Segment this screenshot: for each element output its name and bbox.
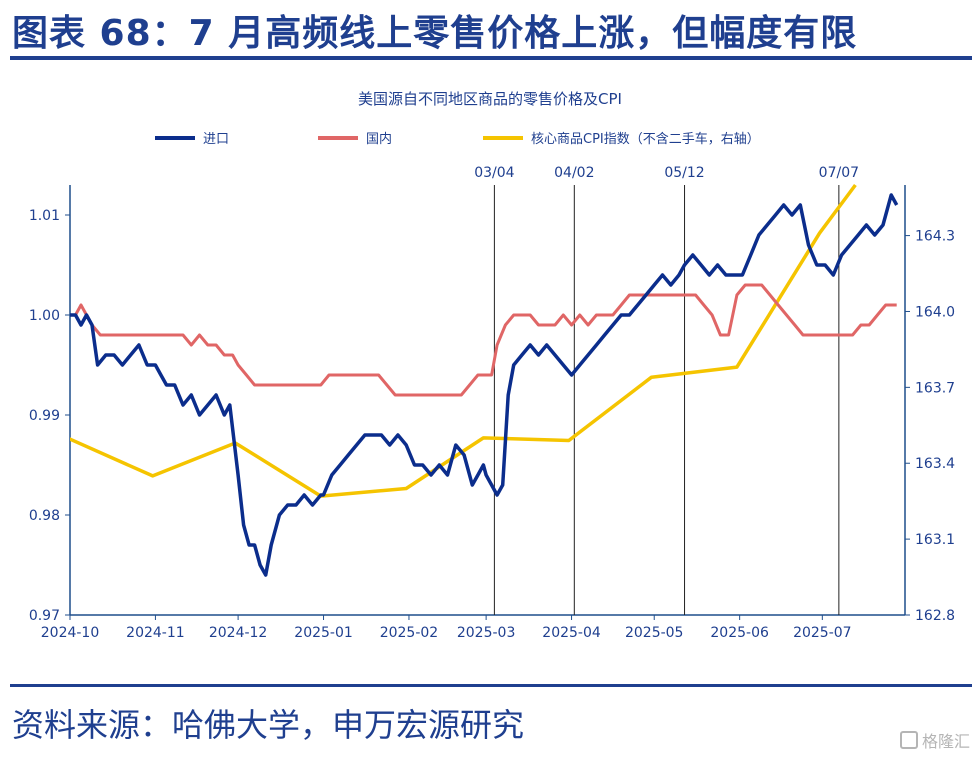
line-chart: 美国源自不同地区商品的零售价格及CPI 进口 国内 核心商品CPI指数（不含二手车，… xyxy=(29,90,955,641)
page-title: 图表 68：7 月高频线上零售价格上涨，但幅度有限 xyxy=(12,13,858,54)
series-line-1 xyxy=(70,283,897,397)
watermark-text: 格隆汇 xyxy=(921,732,970,751)
series-line-2 xyxy=(70,183,857,498)
x-tick-label: 2025-05 xyxy=(625,625,684,641)
x-tick-label: 2025-01 xyxy=(294,625,353,641)
watermark: 格隆汇 xyxy=(899,728,970,752)
event-line-label: 03/04 xyxy=(474,165,514,181)
x-tick-label: 2025-06 xyxy=(710,625,769,641)
series-line-0 xyxy=(70,193,899,577)
watermark-logo-icon xyxy=(899,731,918,749)
legend: 进口 国内 核心商品CPI指数（不含二手车，右轴） xyxy=(155,131,760,147)
left-y-tick-label: 0.99 xyxy=(29,408,60,424)
left-y-tick-label: 1.01 xyxy=(29,208,60,224)
event-line-label: 05/12 xyxy=(664,165,704,181)
legend-label: 进口 xyxy=(203,132,229,147)
chart-title: 美国源自不同地区商品的零售价格及CPI xyxy=(358,90,622,108)
right-y-tick-label: 163.4 xyxy=(915,456,955,472)
event-line-label: 07/07 xyxy=(819,165,859,181)
right-y-tick-label: 164.3 xyxy=(915,229,955,245)
event-line-label: 04/02 xyxy=(554,165,594,181)
legend-label: 核心商品CPI指数（不含二手车，右轴） xyxy=(531,131,760,147)
left-y-tick-label: 0.97 xyxy=(29,608,60,624)
source-note: 资料来源：哈佛大学，申万宏源研究 xyxy=(12,706,525,744)
x-tick-label: 2025-07 xyxy=(793,625,852,641)
x-tick-label: 2025-03 xyxy=(457,625,516,641)
x-tick-label: 2025-04 xyxy=(542,625,601,641)
x-tick-label: 2024-10 xyxy=(41,625,100,641)
right-y-tick-label: 163.7 xyxy=(915,380,955,396)
x-tick-label: 2025-02 xyxy=(380,625,439,641)
left-y-tick-label: 0.98 xyxy=(29,508,60,524)
right-y-tick-label: 162.8 xyxy=(915,608,955,624)
right-y-tick-label: 163.1 xyxy=(915,532,955,548)
source-divider xyxy=(10,684,972,687)
x-tick-label: 2024-11 xyxy=(126,625,185,641)
right-y-tick-label: 164.0 xyxy=(915,304,955,320)
title-divider xyxy=(10,56,972,60)
left-y-tick-label: 1.00 xyxy=(29,308,60,324)
x-tick-label: 2024-12 xyxy=(209,625,268,641)
legend-label: 国内 xyxy=(366,131,392,147)
plot-area: 1.01 1.00 0.99 0.98 0.97 164.3 164.0 163.7 163.4… xyxy=(29,165,955,641)
